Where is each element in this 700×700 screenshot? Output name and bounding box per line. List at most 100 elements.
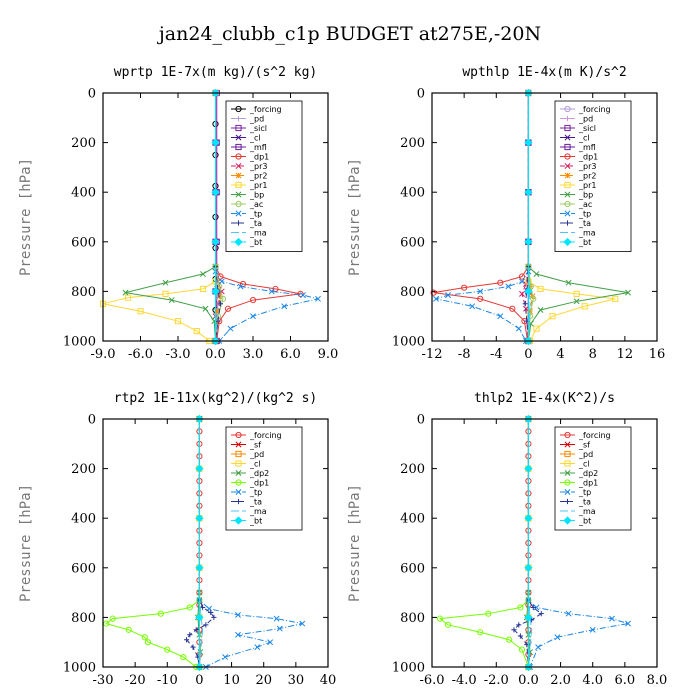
legend-marker [235,200,242,208]
series-line-bp [125,93,216,342]
legend-marker [235,163,242,169]
data-point [477,295,484,302]
y-tick-label: 800 [400,611,425,626]
data-point [144,639,152,646]
data-point [625,620,632,627]
x-tick-label: 30 [288,673,305,688]
data-point [522,301,528,307]
y-tick-label: 800 [71,285,96,300]
data-point [517,604,524,611]
legend-marker [564,163,571,169]
x-tick-label: -12 [422,347,443,362]
data-point [202,305,209,312]
data-point [530,604,536,611]
data-point [195,464,204,473]
legend-marker [235,460,242,467]
series-line-ta [185,419,215,668]
data-point [519,290,525,297]
data-point [219,295,227,302]
data-point [211,287,220,296]
legend-marker [235,220,242,226]
legend-marker [564,450,571,458]
data-point [125,626,132,633]
legend-marker [235,172,242,179]
data-point [193,327,200,335]
legend-marker [235,143,242,151]
data-point [141,634,148,641]
legend-entry: _sicl [249,124,267,133]
series-group [430,88,632,346]
series-line-dp1 [433,93,529,342]
data-point [267,639,274,646]
data-point [195,563,204,572]
data-point [103,620,110,627]
data-point [461,284,468,291]
data-point [215,318,221,324]
plot-frame [431,418,658,668]
data-point [211,188,220,197]
data-point [250,313,256,320]
legend-entry: _ma [578,507,596,516]
legend-marker [564,200,571,208]
legend-entry: _bp [249,191,264,200]
data-point [183,637,190,643]
legend-entry: _cl [578,460,590,469]
x-tick-label: -6.0 [419,673,444,688]
legend-marker [564,498,571,505]
x-tick-label: -3.0 [165,347,190,362]
legend-entry: _ma [249,507,267,516]
panel-title: wpthlp 1E-4x(m K)/s^2 [462,65,626,80]
y-tick-label: 1000 [392,335,425,350]
legend-marker [563,237,572,247]
x-tick-label: 6.0 [280,347,301,362]
y-tick-label: 600 [400,235,425,250]
plot-frame [431,92,658,342]
x-tick-label: -10 [157,673,178,688]
legend-entry: _tp [578,488,591,497]
legend-marker [235,134,242,141]
data-point [109,615,116,622]
panel-title: rtp2 1E-11x(kg^2)/(kg^2 s) [114,391,318,406]
legend-marker [235,181,242,189]
data-point [235,611,241,618]
x-tick-label: 0.0 [518,673,539,688]
data-point [524,464,533,473]
x-tick-label: 10 [223,673,240,688]
x-tick-label: -9.0 [90,347,115,362]
legend-entry: _ac [249,200,263,209]
figure-title: jan24_clubb_c1p BUDGET at275E,-20N [157,23,541,45]
series-line-dp1 [215,93,301,342]
legend-marker [235,210,242,217]
legend: _forcing_pd_sicl_cl_mfl_dp1_pr3_pr2_pr1_… [554,100,632,252]
data-point [433,295,439,302]
legend-entry: _dp2 [249,469,269,478]
y-tick-label: 1000 [392,661,425,676]
chart-panel-3: rtp2 1E-11x(kg^2)/(kg^2 s) Pressure [hPa]… [18,391,336,688]
legend-entry: _pd [249,450,264,459]
y-axis-label: Pressure [hPa] [18,484,34,602]
legend-marker [564,191,571,198]
data-point [157,610,164,617]
x-tick-label: 4 [556,347,564,362]
x-tick-label: -2.0 [484,673,509,688]
legend-marker [564,479,571,486]
legend-entry: _pr3 [249,162,267,171]
data-point [218,278,225,285]
data-point [300,292,306,299]
legend-entry: _dp1 [249,153,269,162]
legend-marker [564,470,571,476]
data-point [511,627,517,633]
x-tick-label: 12 [617,347,634,362]
y-tick-label: 600 [71,235,96,250]
data-point [227,325,234,332]
x-tick-label: 16 [649,347,666,362]
data-point [538,611,544,617]
legend-marker [564,181,571,189]
x-tick-label: 0 [195,673,203,688]
y-tick-label: 200 [400,136,425,151]
x-tick-label: -20 [125,673,146,688]
y-tick-label: 800 [71,611,96,626]
data-point [137,308,144,315]
data-point [505,283,512,290]
legend-marker [564,143,571,151]
